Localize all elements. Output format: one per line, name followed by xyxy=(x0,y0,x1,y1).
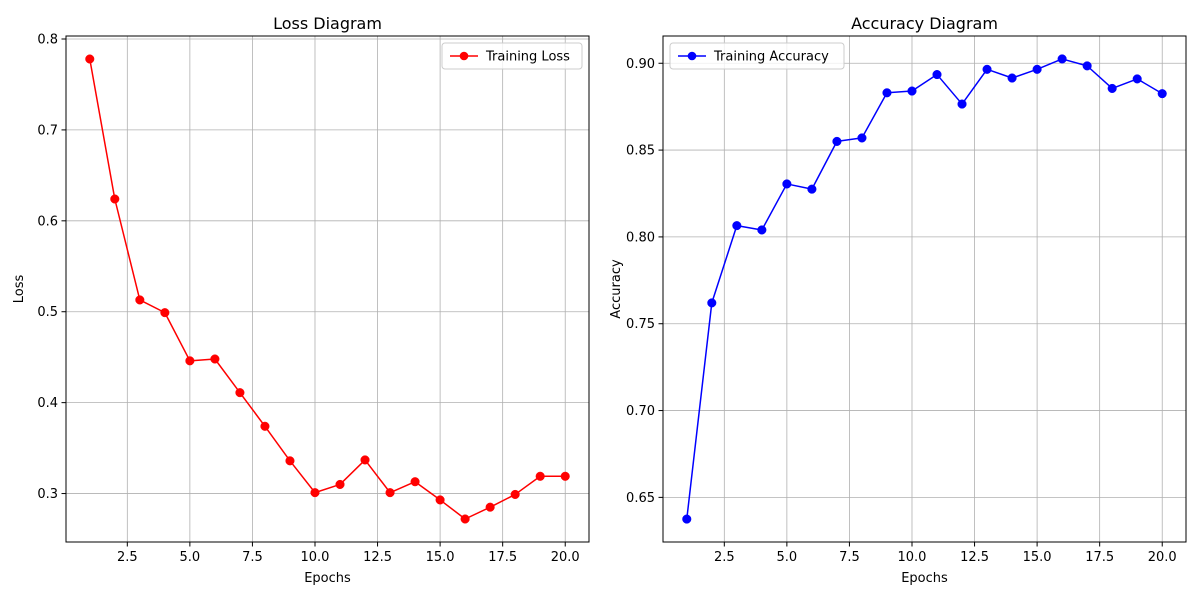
accuracy-data-point xyxy=(982,64,992,74)
accuracy-x-axis-label: Epochs xyxy=(901,571,948,586)
loss-chart-title: Loss Diagram xyxy=(273,14,382,33)
loss-y-tick-label: 0.8 xyxy=(37,33,58,48)
accuracy-x-tick-label: 10.0 xyxy=(898,550,927,565)
loss-data-point xyxy=(360,455,370,465)
accuracy-legend-box xyxy=(669,42,845,70)
loss-y-ticks: 0.3 0.4 0.5 0.6 0.7 0.8 xyxy=(37,33,66,502)
loss-x-tick-label: 15.0 xyxy=(426,550,455,565)
loss-data-point xyxy=(410,477,420,487)
accuracy-data-point xyxy=(957,99,967,109)
loss-data-point xyxy=(85,54,95,64)
accuracy-chart-panel: 2.5 5.0 7.5 10.0 12.5 15.0 17.5 20.0 0.650.700.… xyxy=(609,14,1187,586)
accuracy-legend: Training Accuracy xyxy=(669,42,845,70)
accuracy-y-tick-label: 0.80 xyxy=(626,230,655,245)
accuracy-data-point xyxy=(1157,89,1167,99)
loss-data-point xyxy=(285,456,295,466)
accuracy-series-group xyxy=(682,54,1167,524)
accuracy-x-tick-label: 2.5 xyxy=(714,550,735,565)
accuracy-data-point xyxy=(1082,61,1092,71)
loss-data-point xyxy=(560,471,570,481)
accuracy-data-point xyxy=(1132,74,1142,84)
loss-x-tick-label: 10.0 xyxy=(301,550,330,565)
accuracy-y-tick-label: 0.85 xyxy=(626,144,655,159)
loss-x-axis-label: Epochs xyxy=(304,571,351,586)
accuracy-legend-label: Training Accuracy xyxy=(713,50,829,65)
accuracy-x-ticks: 2.5 5.0 7.5 10.0 12.5 15.0 17.5 20.0 xyxy=(714,542,1177,565)
accuracy-data-point xyxy=(832,136,842,146)
accuracy-data-point xyxy=(807,184,817,194)
loss-y-tick-label: 0.6 xyxy=(37,214,58,229)
loss-data-point xyxy=(260,421,270,431)
loss-data-point xyxy=(460,514,470,524)
accuracy-data-point xyxy=(682,514,692,524)
loss-chart-panel: 2.5 5.0 7.5 10.0 12.5 15.0 17.5 20.0 0.30.40.50… xyxy=(12,14,590,586)
accuracy-data-point xyxy=(932,69,942,80)
loss-legend: Training Loss xyxy=(441,42,583,70)
loss-data-point xyxy=(310,488,320,498)
loss-x-tick-label: 17.5 xyxy=(488,550,517,565)
loss-x-tick-label: 20.0 xyxy=(551,550,580,565)
loss-data-point xyxy=(435,495,445,505)
loss-x-tick-label: 12.5 xyxy=(363,550,392,565)
accuracy-x-tick-label: 17.5 xyxy=(1085,550,1114,565)
accuracy-legend-marker xyxy=(687,51,697,61)
accuracy-plot-frame xyxy=(662,35,1187,543)
accuracy-data-point xyxy=(1057,54,1067,64)
loss-y-tick-label: 0.7 xyxy=(37,123,58,138)
accuracy-data-point xyxy=(732,221,742,231)
loss-series-group xyxy=(85,54,570,524)
loss-legend-label: Training Loss xyxy=(485,50,570,65)
loss-data-point xyxy=(185,356,195,366)
accuracy-y-tick-label: 0.70 xyxy=(626,404,655,419)
accuracy-data-point xyxy=(857,133,867,143)
loss-data-point xyxy=(535,471,545,481)
loss-y-tick-label: 0.5 xyxy=(37,305,58,320)
accuracy-data-point xyxy=(907,86,917,96)
accuracy-data-point xyxy=(1007,73,1017,83)
loss-plot-frame xyxy=(65,35,590,543)
accuracy-x-tick-label: 5.0 xyxy=(777,550,798,565)
loss-grid xyxy=(66,36,589,542)
accuracy-data-point xyxy=(1032,64,1042,74)
loss-data-point xyxy=(160,308,170,318)
accuracy-y-ticks: 0.65 0.70 0.75 0.80 0.85 0.90 xyxy=(626,57,663,506)
loss-y-axis-label: Loss xyxy=(12,275,27,304)
loss-x-tick-label: 2.5 xyxy=(117,550,138,565)
accuracy-data-point xyxy=(1107,83,1117,93)
loss-legend-box xyxy=(441,42,583,70)
accuracy-grid xyxy=(663,36,1186,542)
accuracy-x-tick-label: 12.5 xyxy=(960,550,989,565)
loss-data-point xyxy=(485,502,495,512)
loss-data-point xyxy=(385,488,395,498)
accuracy-data-point xyxy=(782,179,792,189)
loss-x-tick-label: 7.5 xyxy=(242,550,263,565)
loss-data-point xyxy=(510,489,520,500)
accuracy-data-point xyxy=(757,225,767,235)
accuracy-chart-title: Accuracy Diagram xyxy=(851,14,998,33)
accuracy-y-tick-label: 0.65 xyxy=(626,491,655,506)
loss-data-point xyxy=(135,295,145,305)
loss-data-point xyxy=(110,194,120,204)
loss-y-tick-label: 0.4 xyxy=(37,396,58,411)
loss-data-point xyxy=(235,388,245,398)
accuracy-x-tick-label: 15.0 xyxy=(1023,550,1052,565)
accuracy-data-point xyxy=(707,298,717,308)
loss-x-ticks: 2.5 5.0 7.5 10.0 12.5 15.0 17.5 20.0 xyxy=(117,542,580,565)
loss-legend-marker xyxy=(459,51,469,61)
accuracy-y-axis-label: Accuracy xyxy=(609,259,624,319)
loss-data-point xyxy=(210,354,220,364)
accuracy-x-tick-label: 20.0 xyxy=(1148,550,1177,565)
accuracy-data-point xyxy=(882,88,892,98)
accuracy-y-tick-label: 0.90 xyxy=(626,57,655,72)
loss-x-tick-label: 5.0 xyxy=(180,550,201,565)
loss-y-tick-label: 0.3 xyxy=(37,487,58,502)
accuracy-y-tick-label: 0.75 xyxy=(626,317,655,332)
loss-data-point xyxy=(335,479,345,490)
loss-series-line xyxy=(89,58,566,520)
accuracy-x-tick-label: 7.5 xyxy=(839,550,860,565)
